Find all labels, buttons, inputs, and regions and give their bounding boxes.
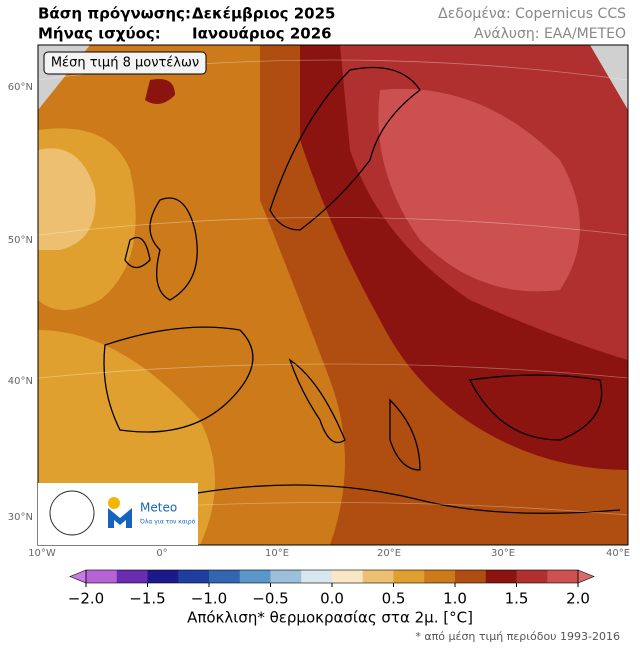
colorbar-tick-label: 0.0 <box>320 590 344 608</box>
colorbar-bin <box>393 570 425 583</box>
badge-box <box>43 51 207 75</box>
colorbar-bin <box>485 570 517 583</box>
colorbar-bin <box>547 570 579 583</box>
colorbar-bin <box>116 570 148 583</box>
colorbar-tick-label: 0.5 <box>382 590 406 608</box>
logo-name: Meteo <box>140 501 177 515</box>
logo-seal <box>49 490 95 536</box>
lon-label: 10°W <box>28 548 56 559</box>
colorbar-tick-label: −2.0 <box>68 590 104 608</box>
colorbar-bin <box>332 570 364 583</box>
valid-value: Ιανουάριος 2026 <box>192 25 332 43</box>
lon-label: 0° <box>156 548 167 559</box>
lon-label: 30°E <box>491 548 515 559</box>
colorbar-bin <box>86 570 118 583</box>
colorbar-tick-label: −1.0 <box>191 590 227 608</box>
map <box>38 45 628 545</box>
footnote: * από μέση τιμή περιόδου 1993-2016 <box>415 630 620 643</box>
lat-label: 40°N <box>8 376 33 387</box>
valid-label: Μήνας ισχύος: <box>38 25 161 43</box>
colorbar-bin <box>301 570 333 583</box>
logo-box <box>38 483 198 545</box>
colorbar-bin <box>209 570 241 583</box>
analysis: Ανάλυση: ΕΑΑ/METEO <box>474 26 626 42</box>
colorbar-label: Απόκλιση* θερμοκρασίας στα 2μ. [°C] <box>187 609 473 627</box>
base-label: Βάση πρόγνωσης: <box>38 5 191 23</box>
base-value: Δεκέμβριος 2025 <box>192 5 336 23</box>
colorbar-tick-label: 2.0 <box>566 590 590 608</box>
lon-label: 40°E <box>606 548 630 559</box>
lon-label: 20°E <box>377 548 401 559</box>
colorbar-bin <box>178 570 210 583</box>
lon-label: 10°E <box>265 548 289 559</box>
logo-tagline: Όλα για τον καιρό <box>139 519 196 526</box>
colorbar-bin <box>516 570 548 583</box>
colorbar-extend-high <box>577 569 595 584</box>
colorbar-tick-label: −0.5 <box>252 590 288 608</box>
colorbar-bin <box>147 570 179 583</box>
colorbar-tick-label: −1.5 <box>129 590 165 608</box>
colorbar-tick-label: 1.5 <box>505 590 529 608</box>
badge: Μέση τιμή 8 μοντέλων <box>51 56 199 71</box>
colorbar-bin <box>424 570 456 583</box>
lat-label: 30°N <box>8 512 33 523</box>
lat-label: 50°N <box>8 235 33 246</box>
map-frame <box>37 44 629 546</box>
logo-m <box>108 508 132 528</box>
colorbar-bin <box>455 570 487 583</box>
logo-sun <box>108 497 120 509</box>
colorbar-bin <box>362 570 394 583</box>
colorbar-bin <box>270 570 302 583</box>
colorbar-tick-label: 1.0 <box>443 590 467 608</box>
lat-label: 60°N <box>8 82 33 93</box>
colorbar-extend-low <box>69 569 87 584</box>
colorbar-bin <box>239 570 271 583</box>
data-source: Δεδομένα: Copernicus CCS <box>438 6 626 22</box>
